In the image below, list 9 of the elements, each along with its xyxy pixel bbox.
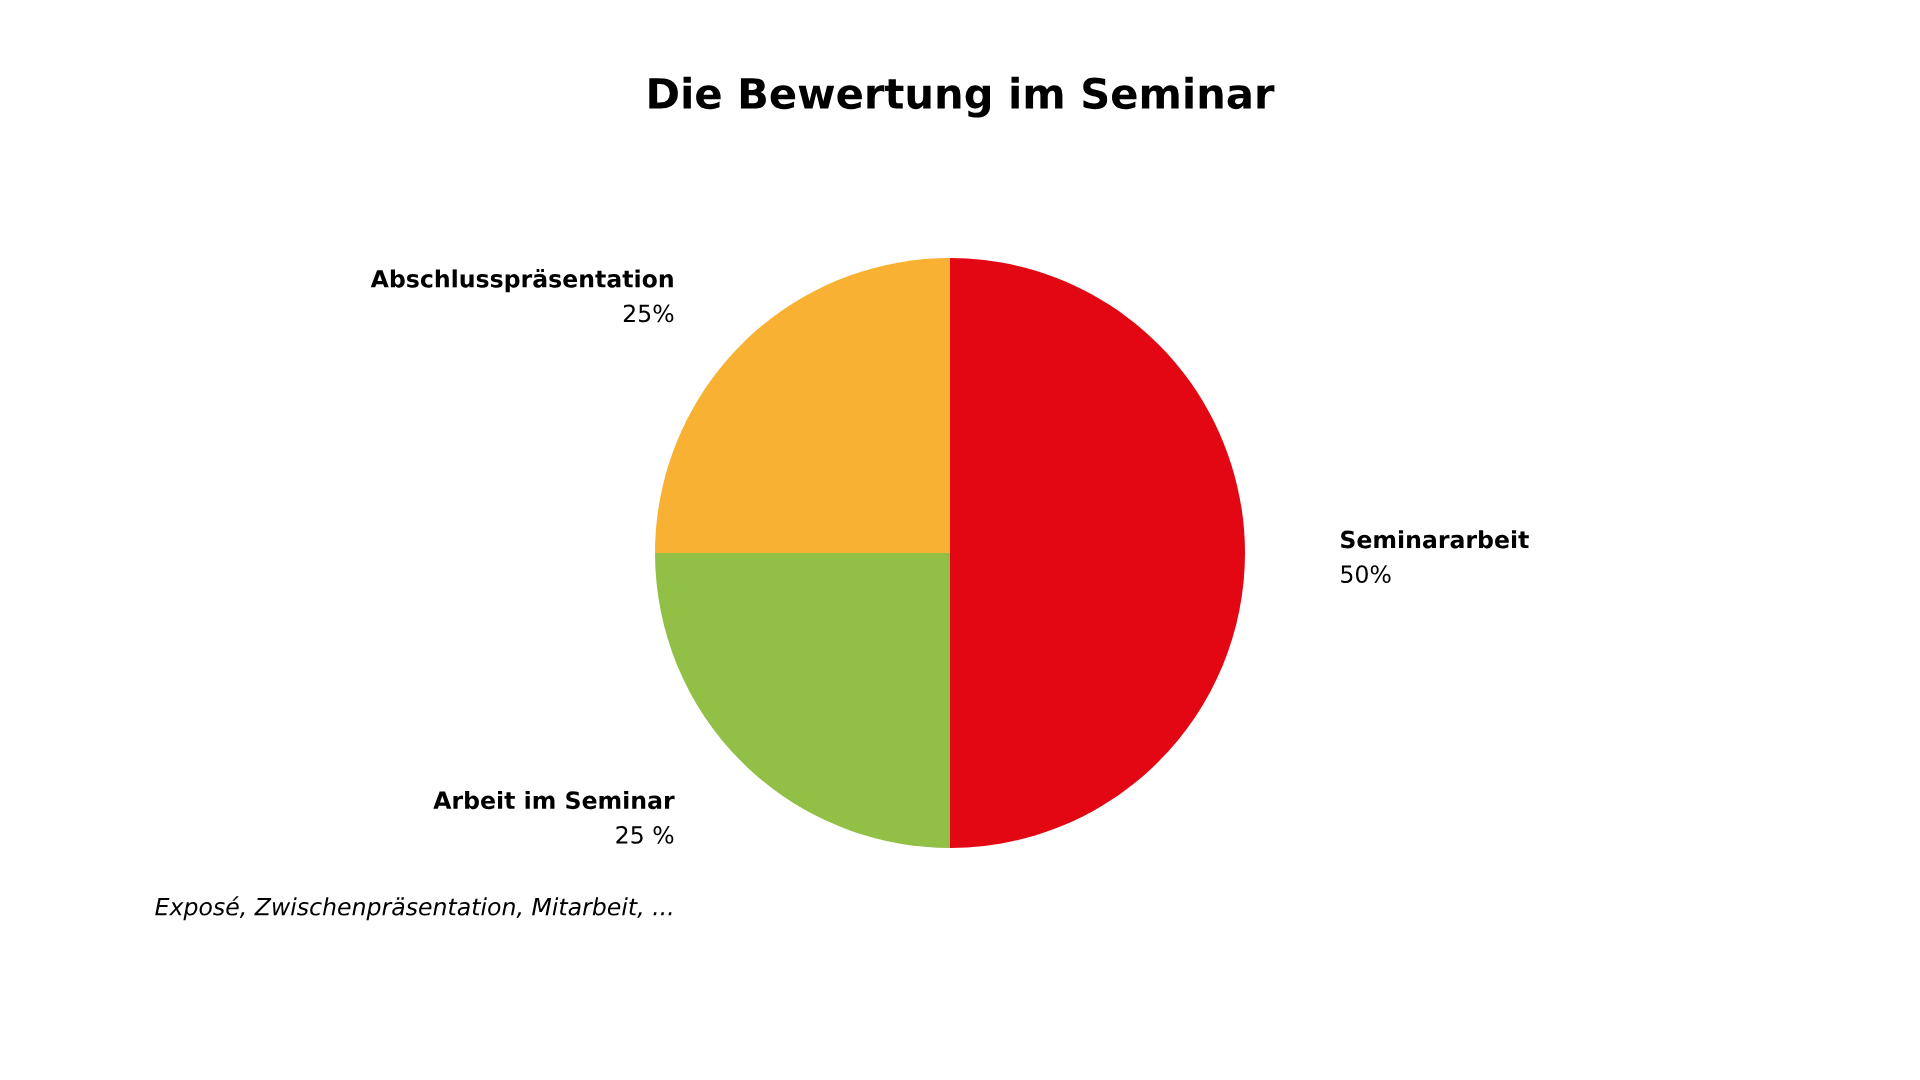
slice-label: Abschlusspräsentation [370,269,673,293]
chart-title: Die Bewertung im Seminar [649,76,1275,118]
data-label: 25 % [616,825,674,844]
slice-label: Seminararbeit [1341,530,1529,549]
pie-slice [950,258,1245,848]
text: Exposé, Zwischenpräsentation, Mitarbeit, ... [155,896,672,921]
data-label: 50% [1341,565,1391,584]
slice-label: Arbeit im Seminar [433,790,675,810]
data-label: 25% [623,304,674,323]
